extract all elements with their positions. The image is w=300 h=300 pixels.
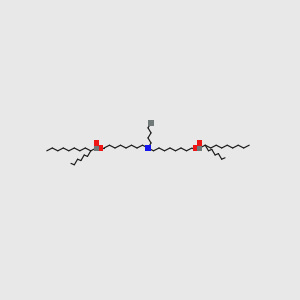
Bar <box>197 140 203 146</box>
Bar <box>197 145 203 151</box>
Bar <box>148 120 154 126</box>
Bar <box>94 145 99 151</box>
Bar <box>94 140 99 146</box>
Bar <box>193 145 199 151</box>
Bar <box>98 145 103 151</box>
Bar <box>145 145 151 151</box>
